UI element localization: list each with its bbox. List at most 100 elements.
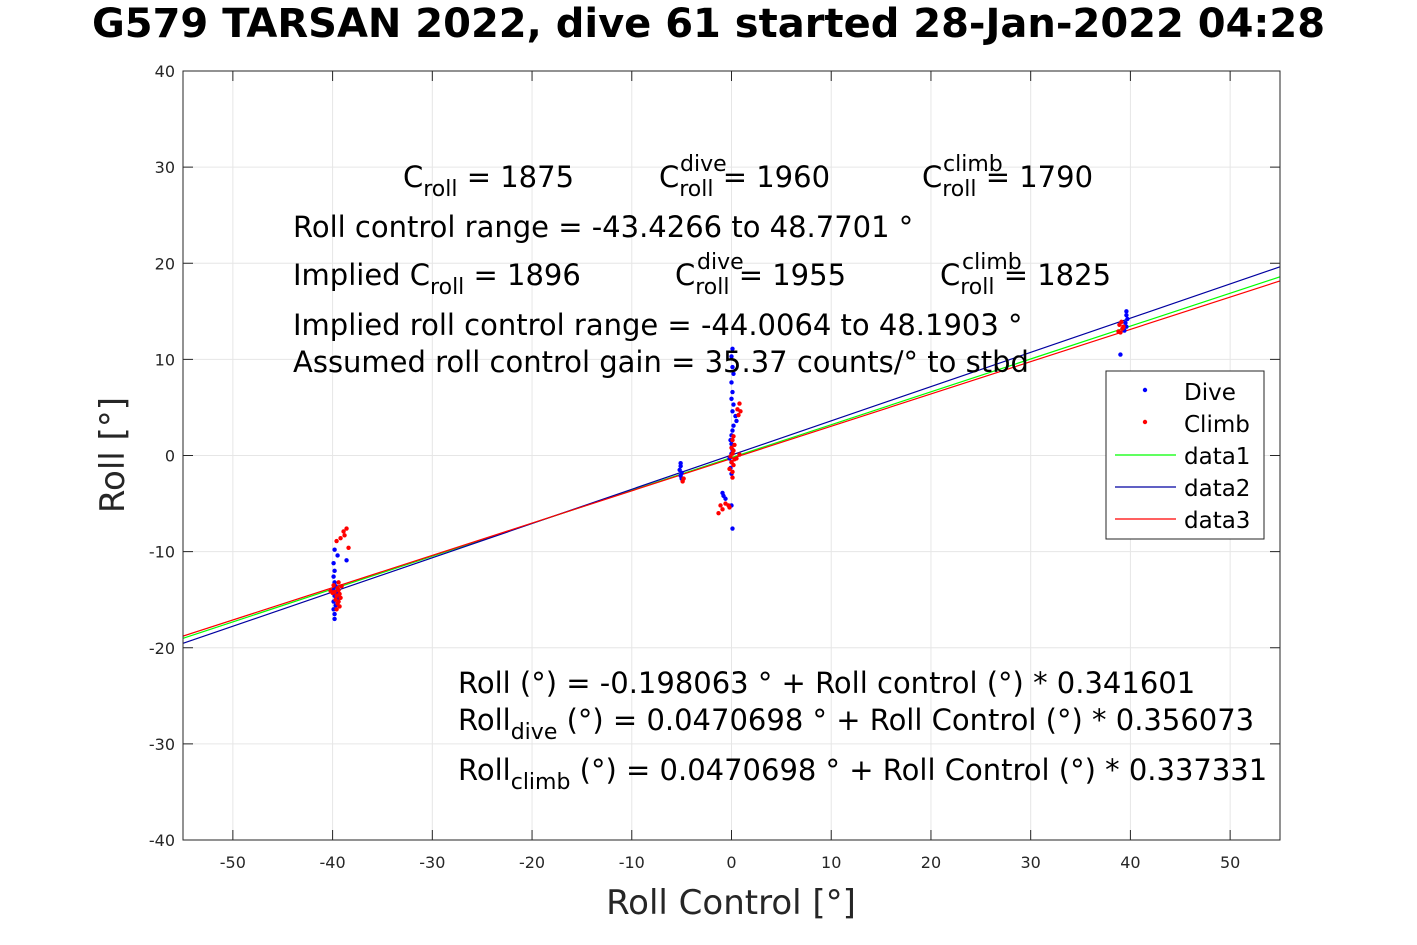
axis-ticks: -50 -40 -30 -20 -10 0 10 20 30 40 50 -40 -30 -20 -10 0 1… — [149, 62, 1280, 872]
c-roll-annotation: Croll = 1875 — [403, 160, 574, 202]
data-point-climb — [338, 595, 343, 600]
data-point-climb — [344, 526, 349, 531]
data-point-climb — [737, 401, 742, 406]
data-points — [328, 309, 1130, 622]
data-point-dive — [1123, 320, 1128, 326]
legend-marker-dive — [1142, 387, 1148, 393]
annotations: Croll = 1875 Croll = 1960 dive Croll = 1… — [293, 152, 1267, 795]
data-point-climb — [730, 437, 735, 443]
data-point-dive — [335, 553, 340, 558]
data-point-climb — [336, 580, 341, 585]
data-point-dive — [730, 526, 735, 531]
y-tick-label: 30 — [155, 158, 175, 177]
y-axis-label: Roll [°] — [93, 397, 133, 513]
x-tick-label: -10 — [619, 853, 645, 872]
data-point-dive — [729, 354, 734, 359]
y-tick-label: -30 — [149, 735, 175, 754]
data-point-climb — [338, 535, 343, 541]
data-point-climb — [337, 604, 342, 609]
data-point-dive — [734, 418, 739, 424]
data-point-climb — [727, 505, 732, 510]
data-point-climb — [728, 454, 733, 459]
implied-c-roll-climb-annotation: Croll = 1825 — [940, 258, 1111, 300]
data-point-climb — [716, 510, 721, 516]
data-point-dive — [331, 574, 336, 579]
data-point-dive — [331, 560, 336, 566]
data-point-climb — [738, 409, 743, 414]
data-point-climb — [1116, 329, 1121, 334]
data-point-dive — [723, 496, 728, 501]
data-point-climb — [737, 452, 742, 457]
gain-annotation: Assumed roll control gain = 35.37 counts… — [293, 345, 1029, 379]
data-point-climb — [336, 587, 341, 593]
data-point-climb — [341, 529, 346, 534]
legend-label-data2: data2 — [1184, 476, 1250, 502]
x-tick-label: 10 — [821, 853, 841, 872]
x-axis-label: Roll Control [°] — [606, 883, 856, 923]
data-point-climb — [346, 545, 351, 550]
c-roll-climb-sup: climb — [943, 152, 1003, 177]
legend-label-climb: Climb — [1184, 412, 1250, 438]
implied-c-roll-dive-sup: dive — [697, 250, 744, 275]
data-point-climb — [736, 412, 741, 418]
data-point-climb — [342, 533, 347, 538]
data-point-climb — [727, 466, 732, 472]
x-tick-label: -20 — [519, 853, 545, 872]
data-point-dive — [730, 346, 735, 352]
legend-label-data1: data1 — [1184, 444, 1250, 470]
x-tick-label: -30 — [419, 853, 445, 872]
implied-c-roll-dive-annotation: Croll = 1955 — [675, 258, 846, 300]
x-tick-label: 20 — [921, 853, 941, 872]
data-point-climb — [731, 462, 736, 468]
y-tick-label: 20 — [155, 254, 175, 273]
data-point-dive — [332, 547, 337, 552]
fit-climb-equation: Rollclimb (°) = 0.0470698 ° + Roll Contr… — [458, 753, 1267, 795]
data-point-climb — [718, 503, 723, 508]
c-roll-dive-sup: dive — [680, 152, 727, 177]
y-tick-label: -10 — [149, 543, 175, 562]
control-range-annotation: Roll control range = -43.4266 to 48.7701… — [293, 210, 913, 244]
data-point-dive — [729, 396, 734, 401]
data-point-dive — [729, 380, 734, 385]
x-tick-label: -50 — [220, 853, 246, 872]
data-point-climb — [331, 583, 336, 588]
data-point-dive — [730, 364, 735, 370]
fit-equation: Roll (°) = -0.198063 ° + Roll control (°… — [458, 666, 1195, 700]
data-point-dive — [332, 568, 337, 574]
data-point-climb — [730, 469, 735, 475]
data-point-climb — [680, 479, 685, 484]
c-roll-climb-annotation: Croll = 1790 — [922, 160, 1093, 202]
data-point-dive — [332, 611, 337, 617]
data-point-dive — [1124, 309, 1129, 314]
legend-marker-climb — [1142, 419, 1148, 425]
data-point-dive — [730, 409, 735, 414]
x-tick-label: -40 — [320, 853, 346, 872]
y-tick-label: 10 — [155, 350, 175, 369]
c-roll-dive-annotation: Croll = 1960 — [659, 160, 830, 202]
data-point-dive — [332, 616, 337, 622]
data-point-dive — [1125, 316, 1130, 322]
data-point-dive — [731, 423, 736, 428]
data-point-climb — [328, 588, 333, 594]
data-point-climb — [730, 475, 735, 480]
fit-dive-equation: Rolldive (°) = 0.0470698 ° + Roll Contro… — [458, 703, 1254, 745]
implied-c-roll-climb-sup: climb — [962, 250, 1022, 275]
data-point-dive — [1118, 352, 1123, 357]
data-point-dive — [730, 389, 735, 395]
legend: Dive Climb data1 data2 data3 — [1105, 370, 1265, 540]
x-tick-label: 40 — [1120, 853, 1140, 872]
x-tick-label: 0 — [726, 853, 736, 872]
data-point-climb — [334, 593, 339, 599]
data-point-climb — [731, 434, 736, 439]
y-tick-label: 40 — [155, 62, 175, 81]
chart-title: G579 TARSAN 2022, dive 61 started 28-Jan… — [91, 1, 1326, 47]
legend-label-data3: data3 — [1184, 508, 1250, 534]
data-point-climb — [720, 507, 725, 512]
data-point-dive — [731, 371, 736, 376]
data-point-climb — [1119, 319, 1124, 325]
x-tick-label: 50 — [1220, 853, 1240, 872]
data-point-climb — [734, 456, 739, 461]
y-tick-label: -40 — [149, 831, 175, 850]
implied-range-annotation: Implied roll control range = -44.0064 to… — [293, 308, 1023, 342]
